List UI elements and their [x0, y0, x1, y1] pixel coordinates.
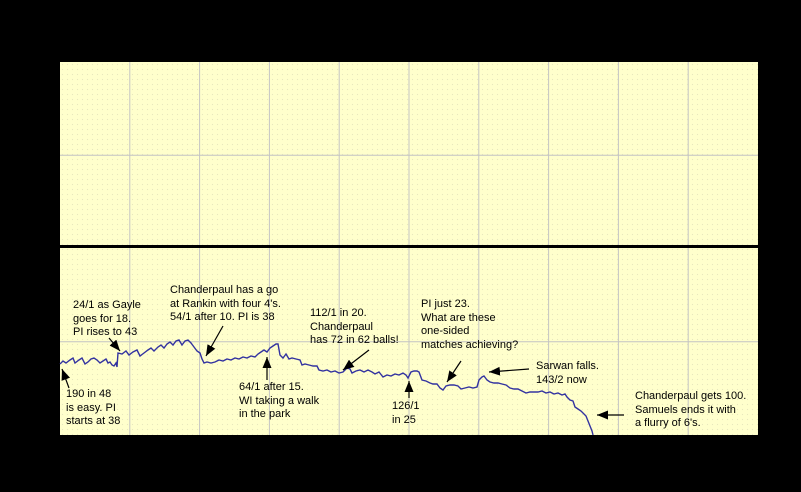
- annotation-arrow: [342, 349, 370, 371]
- gridlines: [60, 62, 758, 435]
- series-lines: [59, 339, 594, 436]
- annotation-arrow: [205, 325, 224, 357]
- annotation-arrows: [61, 325, 624, 420]
- annotation-arrow: [446, 360, 462, 383]
- worm-line-chart: [59, 62, 758, 436]
- annotation-arrow: [108, 337, 121, 352]
- annotation-arrow: [61, 368, 71, 389]
- annotation-arrow: [488, 366, 530, 376]
- match-worm-line: [59, 339, 594, 436]
